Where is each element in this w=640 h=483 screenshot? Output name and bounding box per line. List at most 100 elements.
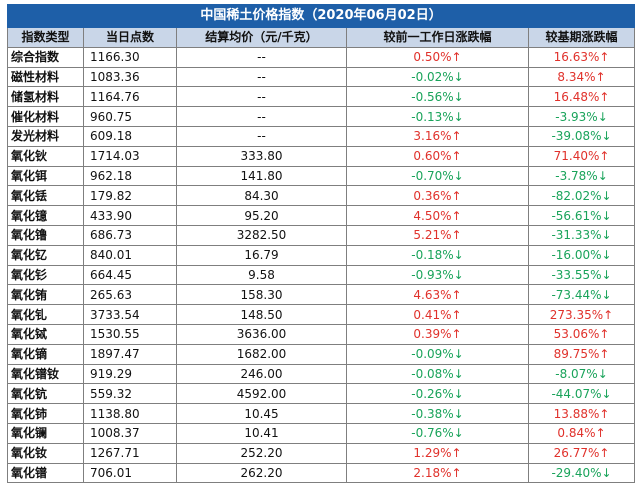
row-points: 1008.37	[83, 422, 177, 444]
row-points: 609.18	[83, 125, 177, 147]
row-base-change: 89.75%↑	[527, 343, 636, 365]
row-name: 氧化钕	[7, 442, 84, 464]
row-day-change: 0.50%↑	[346, 46, 529, 68]
row-settle-price: 16.79	[176, 244, 347, 266]
row-name: 磁性材料	[7, 66, 84, 88]
row-points: 840.01	[83, 244, 177, 266]
table-row: 综合指数 1166.30 -- 0.50%↑ 16.63%↑	[7, 46, 636, 68]
row-base-change: -8.07%↓	[527, 363, 636, 385]
table-row: 氧化钕 1267.71 252.20 1.29%↑ 26.77%↑	[7, 442, 636, 464]
table-row: 氧化铕 265.63 158.30 4.63%↑ -73.44%↓	[7, 284, 636, 306]
header-settle-price: 结算均价（元/千克）	[176, 27, 347, 48]
row-day-change: 0.39%↑	[346, 323, 529, 345]
row-name: 综合指数	[7, 46, 84, 68]
row-settle-price: 252.20	[176, 442, 347, 464]
header-index-type: 指数类型	[7, 27, 84, 48]
row-name: 氧化钐	[7, 264, 84, 286]
header-row: 指数类型 当日点数 结算均价（元/千克） 较前一工作日涨跌幅 较基期涨跌幅	[7, 27, 636, 48]
row-day-change: 0.60%↑	[346, 145, 529, 167]
row-points: 1530.55	[83, 323, 177, 345]
row-base-change: -44.07%↓	[527, 383, 636, 405]
row-settle-price: --	[176, 46, 347, 68]
row-day-change: 4.50%↑	[346, 205, 529, 226]
table-row: 氧化镝 1897.47 1682.00 -0.09%↓ 89.75%↑	[7, 343, 636, 365]
row-day-change: -0.02%↓	[346, 66, 529, 88]
table-row: 发光材料 609.18 -- 3.16%↑ -39.08%↓	[7, 125, 636, 147]
row-points: 919.29	[83, 363, 177, 385]
row-base-change: 53.06%↑	[527, 323, 636, 345]
row-settle-price: 158.30	[176, 284, 347, 306]
row-name: 氧化铒	[7, 165, 84, 187]
row-name: 氧化镧	[7, 422, 84, 444]
row-points: 960.75	[83, 106, 177, 127]
row-base-change: -3.93%↓	[527, 106, 636, 127]
table-row: 氧化钇 840.01 16.79 -0.18%↓ -16.00%↓	[7, 244, 636, 266]
row-day-change: -0.18%↓	[346, 244, 529, 266]
price-index-table: 中国稀土价格指数（2020年06月02日） 指数类型 当日点数 结算均价（元/千…	[6, 4, 636, 483]
row-points: 686.73	[83, 224, 177, 246]
row-day-change: 1.29%↑	[346, 442, 529, 464]
table-row: 氧化钪 559.32 4592.00 -0.26%↓ -44.07%↓	[7, 383, 636, 405]
row-base-change: 8.34%↑	[527, 66, 636, 88]
table-row: 催化材料 960.75 -- -0.13%↓ -3.93%↓	[7, 106, 636, 127]
row-points: 664.45	[83, 264, 177, 286]
row-points: 265.63	[83, 284, 177, 306]
row-base-change: 16.63%↑	[527, 46, 636, 68]
row-day-change: -0.09%↓	[346, 343, 529, 365]
row-settle-price: 10.45	[176, 403, 347, 424]
row-name: 氧化镨钕	[7, 363, 84, 385]
row-name: 氧化钪	[7, 383, 84, 405]
table-row: 氧化钬 1714.03 333.80 0.60%↑ 71.40%↑	[7, 145, 636, 167]
table-title: 中国稀土价格指数（2020年06月02日）	[6, 4, 636, 28]
table-row: 氧化铒 962.18 141.80 -0.70%↓ -3.78%↓	[7, 165, 636, 187]
row-name: 氧化镱	[7, 205, 84, 226]
row-settle-price: 148.50	[176, 304, 347, 325]
row-base-change: -82.02%↓	[527, 185, 636, 207]
table-row: 氧化钆 3733.54 148.50 0.41%↑ 273.35%↑	[7, 304, 636, 325]
row-day-change: 4.63%↑	[346, 284, 529, 306]
row-points: 1267.71	[83, 442, 177, 464]
row-base-change: -39.08%↓	[527, 125, 636, 147]
row-name: 催化材料	[7, 106, 84, 127]
row-day-change: -0.26%↓	[346, 383, 529, 405]
row-settle-price: 1682.00	[176, 343, 347, 365]
table-row: 磁性材料 1083.36 -- -0.02%↓ 8.34%↑	[7, 66, 636, 88]
row-day-change: -0.38%↓	[346, 403, 529, 424]
row-settle-price: --	[176, 66, 347, 88]
row-name: 氧化钬	[7, 145, 84, 167]
row-base-change: -16.00%↓	[527, 244, 636, 266]
row-base-change: 0.84%↑	[527, 422, 636, 444]
row-points: 179.82	[83, 185, 177, 207]
row-base-change: 71.40%↑	[527, 145, 636, 167]
row-settle-price: 3282.50	[176, 224, 347, 246]
table-row: 氧化镨钕 919.29 246.00 -0.08%↓ -8.07%↓	[7, 363, 636, 385]
row-name: 氧化钇	[7, 244, 84, 266]
row-day-change: -0.56%↓	[346, 86, 529, 108]
row-day-change: 3.16%↑	[346, 125, 529, 147]
row-base-change: -33.55%↓	[527, 264, 636, 286]
row-points: 1897.47	[83, 343, 177, 365]
table-row: 氧化铽 1530.55 3636.00 0.39%↑ 53.06%↑	[7, 323, 636, 345]
row-settle-price: 333.80	[176, 145, 347, 167]
row-day-change: 0.36%↑	[346, 185, 529, 207]
row-points: 433.90	[83, 205, 177, 226]
row-settle-price: --	[176, 106, 347, 127]
row-name: 氧化镥	[7, 224, 84, 246]
row-points: 1714.03	[83, 145, 177, 167]
row-day-change: -0.93%↓	[346, 264, 529, 286]
row-base-change: -73.44%↓	[527, 284, 636, 306]
table-row: 氧化镥 686.73 3282.50 5.21%↑ -31.33%↓	[7, 224, 636, 246]
row-base-change: -29.40%↓	[527, 462, 636, 483]
row-points: 1164.76	[83, 86, 177, 108]
row-day-change: 0.41%↑	[346, 304, 529, 325]
row-day-change: -0.08%↓	[346, 363, 529, 385]
row-day-change: -0.76%↓	[346, 422, 529, 444]
price-index-table-container: 中国稀土价格指数（2020年06月02日） 指数类型 当日点数 结算均价（元/千…	[6, 4, 636, 483]
row-base-change: 16.48%↑	[527, 86, 636, 108]
row-day-change: 5.21%↑	[346, 224, 529, 246]
row-settle-price: 84.30	[176, 185, 347, 207]
row-settle-price: 141.80	[176, 165, 347, 187]
row-name: 氧化铕	[7, 284, 84, 306]
row-settle-price: --	[176, 125, 347, 147]
header-day-change: 较前一工作日涨跌幅	[346, 27, 529, 48]
